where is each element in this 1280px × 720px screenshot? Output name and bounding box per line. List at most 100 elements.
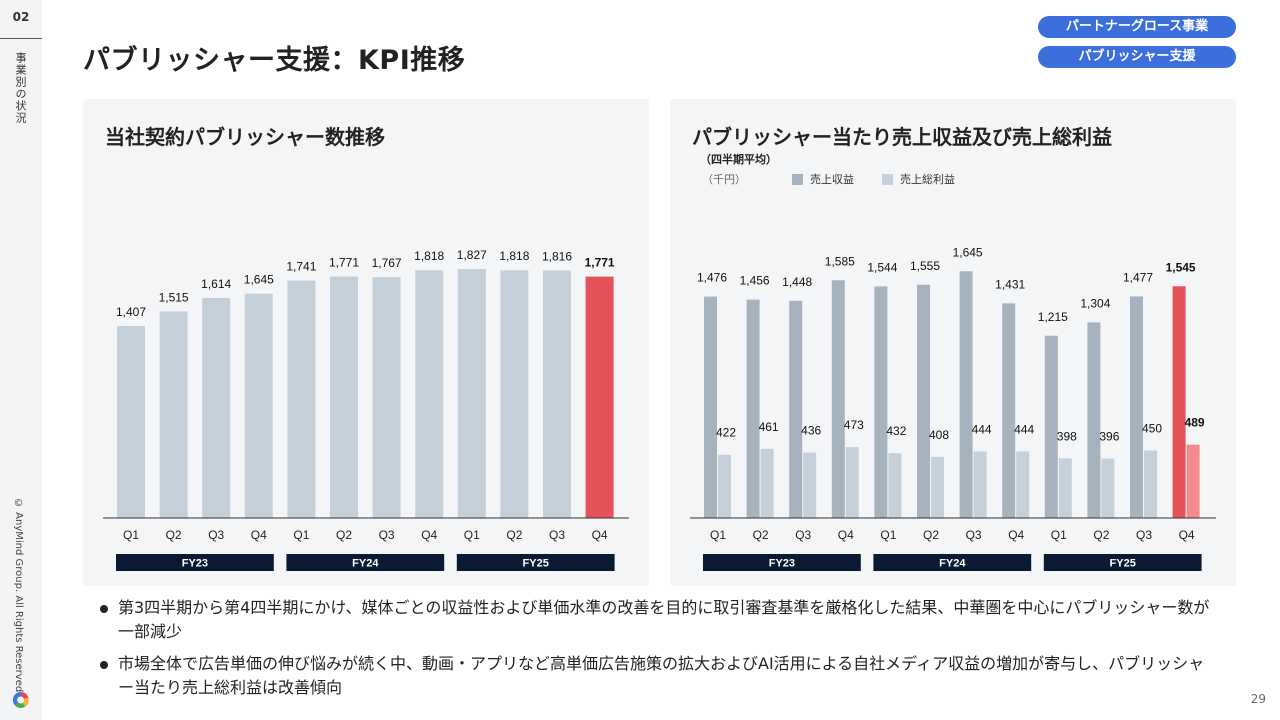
data-label: 1,818: [414, 249, 444, 263]
bar: [287, 280, 316, 518]
fiscal-year-band: [286, 554, 445, 571]
bar-gross-profit: [803, 452, 817, 518]
publisher-count-panel: 当社契約パブリッシャー数推移 1,407 1,515 1,614 1,645 1,741…: [83, 99, 649, 586]
bar-gross-profit: [845, 447, 859, 518]
bar: [117, 326, 145, 518]
x-tick-label: Q4: [251, 528, 267, 542]
bar-revenue: [917, 284, 930, 518]
x-tick-label: Q1: [710, 528, 726, 542]
data-label-gross-profit: 473: [844, 418, 864, 432]
bar-revenue: [1172, 286, 1186, 518]
data-label: 1,827: [457, 248, 487, 262]
x-tick-label: Q2: [753, 528, 769, 542]
x-tick-label: Q3: [966, 528, 982, 542]
x-tick-label: Q2: [923, 528, 939, 542]
x-tick-label: Q1: [880, 528, 896, 542]
bar: [543, 270, 571, 518]
x-tick-label: Q3: [1136, 528, 1152, 542]
data-label-revenue: 1,448: [782, 275, 812, 289]
rail-divider: [0, 38, 42, 39]
data-label: 1,645: [244, 273, 274, 287]
x-tick-label: Q4: [838, 528, 854, 542]
x-tick-label: Q3: [379, 528, 395, 542]
x-tick-label: Q1: [123, 528, 139, 542]
section-number: 02: [12, 10, 30, 24]
legend-label: 売上収益: [810, 173, 854, 186]
x-tick-label: Q3: [795, 528, 811, 542]
data-label-gross-profit: 422: [716, 426, 736, 440]
copyright: © AnyMind Group. All Rights Reserved.: [13, 498, 24, 696]
bar: [330, 276, 358, 518]
bar-gross-profit: [1058, 458, 1072, 518]
side-rail: 02 事業別の状況 © AnyMind Group. All Rights Re…: [0, 0, 42, 720]
legend-swatch-revenue: [792, 173, 803, 185]
legend-swatch-gross-profit: [882, 173, 893, 185]
data-label-gross-profit: 444: [1014, 422, 1034, 436]
bar-gross-profit: [888, 453, 902, 518]
bar-revenue: [1130, 296, 1143, 518]
data-label-gross-profit: 432: [886, 424, 906, 438]
x-tick-label: Q2: [1093, 528, 1109, 542]
bar-revenue: [959, 271, 973, 518]
data-label-revenue: 1,544: [867, 260, 897, 274]
data-label-revenue: 1,304: [1080, 296, 1110, 310]
bar: [457, 269, 486, 518]
bar-revenue: [831, 280, 845, 518]
x-tick-label: Q1: [1051, 528, 1067, 542]
segment-tag: パブリッシャー支援: [1038, 46, 1236, 68]
x-tick-label: Q2: [166, 528, 182, 542]
data-label-gross-profit: 450: [1142, 422, 1162, 436]
data-label: 1,816: [542, 249, 572, 263]
data-label: 1,818: [499, 249, 529, 263]
legend-item-gross-profit: 売上総利益: [882, 171, 955, 187]
anymind-logo-icon: [12, 691, 29, 708]
bar-gross-profit: [1016, 451, 1030, 518]
section-name: 事業別の状況: [14, 52, 27, 124]
x-tick-label: Q4: [421, 528, 437, 542]
business-tag: パートナーグロース事業: [1038, 16, 1236, 38]
data-label: 1,771: [329, 256, 359, 270]
bar-gross-profit: [1186, 444, 1200, 518]
data-label: 1,741: [286, 260, 316, 274]
fiscal-year-label: FY25: [1110, 558, 1136, 570]
fiscal-year-label: FY23: [182, 558, 208, 570]
x-tick-label: Q1: [293, 528, 309, 542]
data-label-gross-profit: 398: [1057, 429, 1077, 443]
fiscal-year-label: FY23: [769, 558, 795, 570]
chart-title: パブリッシャー当たり売上収益及び売上総利益: [692, 125, 1112, 149]
publisher-count-chart: 1,407 1,515 1,614 1,645 1,741 1,771 1,767 1,818…: [103, 248, 629, 571]
commentary: 第3四半期から第4四半期にかけ、媒体ごとの収益性および単価水準の改善を目的に取引…: [98, 596, 1218, 708]
page-number: 29: [1250, 692, 1266, 706]
revenue-per-publisher-panel: パブリッシャー当たり売上収益及び売上総利益 （四半期平均） （千円） 売上収益 …: [670, 99, 1236, 586]
bullet-item: 第3四半期から第4四半期にかけ、媒体ごとの収益性および単価水準の改善を目的に取引…: [98, 596, 1218, 644]
page-title: パブリッシャー支援：KPI推移: [83, 45, 466, 76]
legend-label: 売上総利益: [900, 173, 955, 186]
data-label-revenue: 1,431: [995, 277, 1025, 291]
data-label-revenue: 1,477: [1123, 270, 1153, 284]
fiscal-year-band: [456, 554, 615, 571]
data-label-gross-profit: 489: [1185, 416, 1205, 430]
revenue-gross-profit-chart: 1,476 422 1,456 461 1,448 436 1,585 473 1,544 432…: [690, 245, 1216, 571]
data-label: 1,515: [159, 290, 189, 304]
data-label-gross-profit: 461: [759, 420, 779, 434]
fiscal-year-band: [116, 554, 274, 571]
bar: [202, 297, 231, 518]
data-label-revenue: 1,645: [953, 245, 983, 259]
bar-revenue: [704, 296, 717, 518]
fiscal-year-band: [873, 554, 1032, 571]
data-label-gross-profit: 444: [972, 422, 992, 436]
fiscal-year-band: [1043, 554, 1202, 571]
x-tick-label: Q2: [506, 528, 522, 542]
x-tick-label: Q3: [208, 528, 224, 542]
fiscal-year-label: FY25: [523, 558, 549, 570]
data-label-revenue: 1,456: [740, 274, 770, 288]
bar-revenue: [1002, 303, 1016, 518]
x-tick-label: Q4: [1179, 528, 1195, 542]
bar-revenue: [1044, 335, 1058, 518]
data-label-revenue: 1,476: [697, 271, 727, 285]
chart-subtitle: （四半期平均）: [700, 153, 777, 166]
bullet-item: 市場全体で広告単価の伸び悩みが続く中、動画・アプリなど高単価広告施策の拡大および…: [98, 652, 1218, 700]
fiscal-year-label: FY24: [939, 558, 966, 570]
bar: [159, 311, 188, 518]
legend-item-revenue: 売上収益: [792, 171, 854, 187]
